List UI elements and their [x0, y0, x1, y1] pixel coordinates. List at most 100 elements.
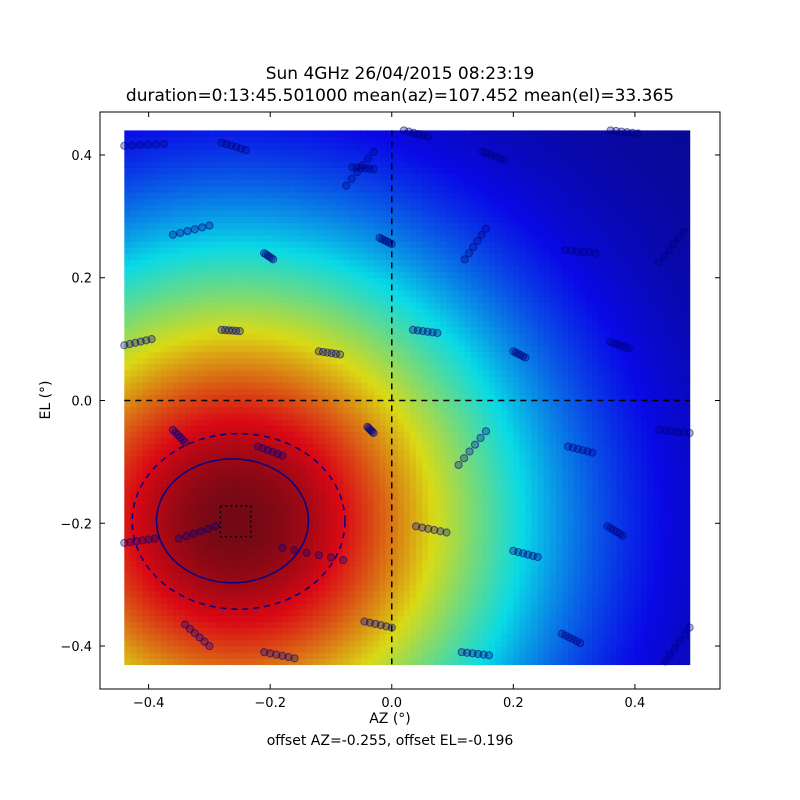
heatmap-cell [276, 547, 283, 555]
heatmap-cell [130, 596, 138, 604]
heatmap-cell [458, 375, 466, 383]
heatmap-cell [124, 596, 131, 604]
heatmap-cell [428, 339, 435, 346]
heatmap-cell [258, 468, 265, 475]
heatmap-cell [324, 136, 332, 144]
heatmap-cell [403, 609, 411, 616]
heatmap-cell [148, 210, 156, 217]
heatmap-cell [391, 204, 399, 211]
heatmap-cell [130, 210, 138, 217]
heatmap-cell [288, 529, 296, 537]
heatmap-cell [367, 486, 375, 494]
heatmap-cell [343, 277, 350, 285]
heatmap-cell [367, 332, 375, 340]
heatmap-cell [428, 161, 435, 168]
heatmap-cell [318, 621, 326, 629]
heatmap-cell [330, 510, 338, 518]
heatmap-cell [221, 541, 229, 549]
heatmap-cell [464, 148, 472, 156]
heatmap-cell [397, 584, 405, 592]
heatmap-cell [440, 461, 448, 469]
heatmap-cell [428, 173, 435, 181]
heatmap-cell [470, 474, 478, 481]
heatmap-cell [300, 510, 308, 518]
heatmap-cell [215, 400, 223, 408]
heatmap-cell [154, 652, 162, 659]
heatmap-cell [343, 197, 350, 205]
heatmap-cell [306, 584, 314, 592]
heatmap-cell [306, 394, 314, 402]
heatmap-cell [440, 437, 448, 445]
heatmap-cell [403, 486, 411, 494]
heatmap-cell [264, 277, 271, 285]
heatmap-cell [185, 210, 192, 217]
heatmap-cell [324, 535, 332, 543]
heatmap-cell [324, 382, 332, 389]
heatmap-cell [373, 130, 381, 138]
heatmap-cell [361, 394, 369, 402]
heatmap-cell [209, 504, 217, 512]
heatmap-cell [233, 547, 241, 555]
heatmap-cell [276, 382, 283, 389]
heatmap-cell [355, 652, 362, 659]
heatmap-cell [209, 345, 217, 352]
heatmap-cell [258, 633, 265, 641]
heatmap-cell [258, 277, 265, 285]
heatmap-cell [148, 412, 156, 420]
heatmap-cell [209, 412, 217, 420]
heatmap-cell [154, 431, 162, 438]
heatmap-cell [221, 142, 229, 150]
heatmap-cell [239, 210, 247, 217]
heatmap-cell [166, 161, 174, 168]
heatmap-cell [148, 296, 156, 303]
heatmap-cell [142, 142, 150, 150]
heatmap-cell [197, 578, 204, 586]
heatmap-cell [367, 474, 375, 481]
heatmap-cell [185, 204, 192, 211]
heatmap-cell [251, 382, 259, 389]
heatmap-cell [324, 357, 332, 365]
heatmap-cell [197, 277, 204, 285]
heatmap-cell [191, 547, 198, 555]
heatmap-cell [458, 572, 466, 580]
heatmap-cell [306, 603, 314, 610]
heatmap-cell [446, 609, 454, 616]
heatmap-cell [294, 615, 302, 623]
heatmap-cell [227, 283, 235, 291]
heatmap-cell [142, 308, 150, 316]
heatmap-cell [416, 517, 423, 524]
heatmap-cell [251, 283, 259, 291]
heatmap-cell [385, 578, 393, 586]
heatmap-cell [276, 406, 283, 414]
heatmap-cell [446, 603, 454, 610]
heatmap-cell [446, 498, 454, 506]
heatmap-cell [385, 173, 393, 181]
heatmap-cell [434, 517, 441, 524]
heatmap-cell [300, 560, 308, 567]
heatmap-cell [428, 247, 435, 254]
heatmap-cell [373, 535, 381, 543]
heatmap-cell [458, 179, 466, 187]
heatmap-cell [191, 486, 198, 494]
heatmap-cell [148, 400, 156, 408]
heatmap-cell [422, 633, 429, 641]
heatmap-cell [470, 486, 478, 494]
heatmap-cell [282, 296, 290, 303]
heatmap-cell [245, 290, 253, 297]
heatmap-cell [391, 277, 399, 285]
heatmap-cell [172, 510, 180, 518]
heatmap-cell [209, 283, 217, 291]
heatmap-cell [410, 247, 417, 254]
heatmap-cell [300, 633, 308, 641]
heatmap-cell [397, 234, 405, 242]
heatmap-cell [148, 578, 156, 586]
heatmap-cell [142, 222, 150, 230]
heatmap-cell [294, 308, 302, 316]
heatmap-cell [416, 136, 423, 144]
heatmap-cell [416, 375, 423, 383]
heatmap-cell [373, 154, 381, 162]
heatmap-cell [422, 517, 429, 524]
heatmap-cell [245, 633, 253, 641]
heatmap-cell [385, 431, 393, 438]
heatmap-cell [233, 406, 241, 414]
